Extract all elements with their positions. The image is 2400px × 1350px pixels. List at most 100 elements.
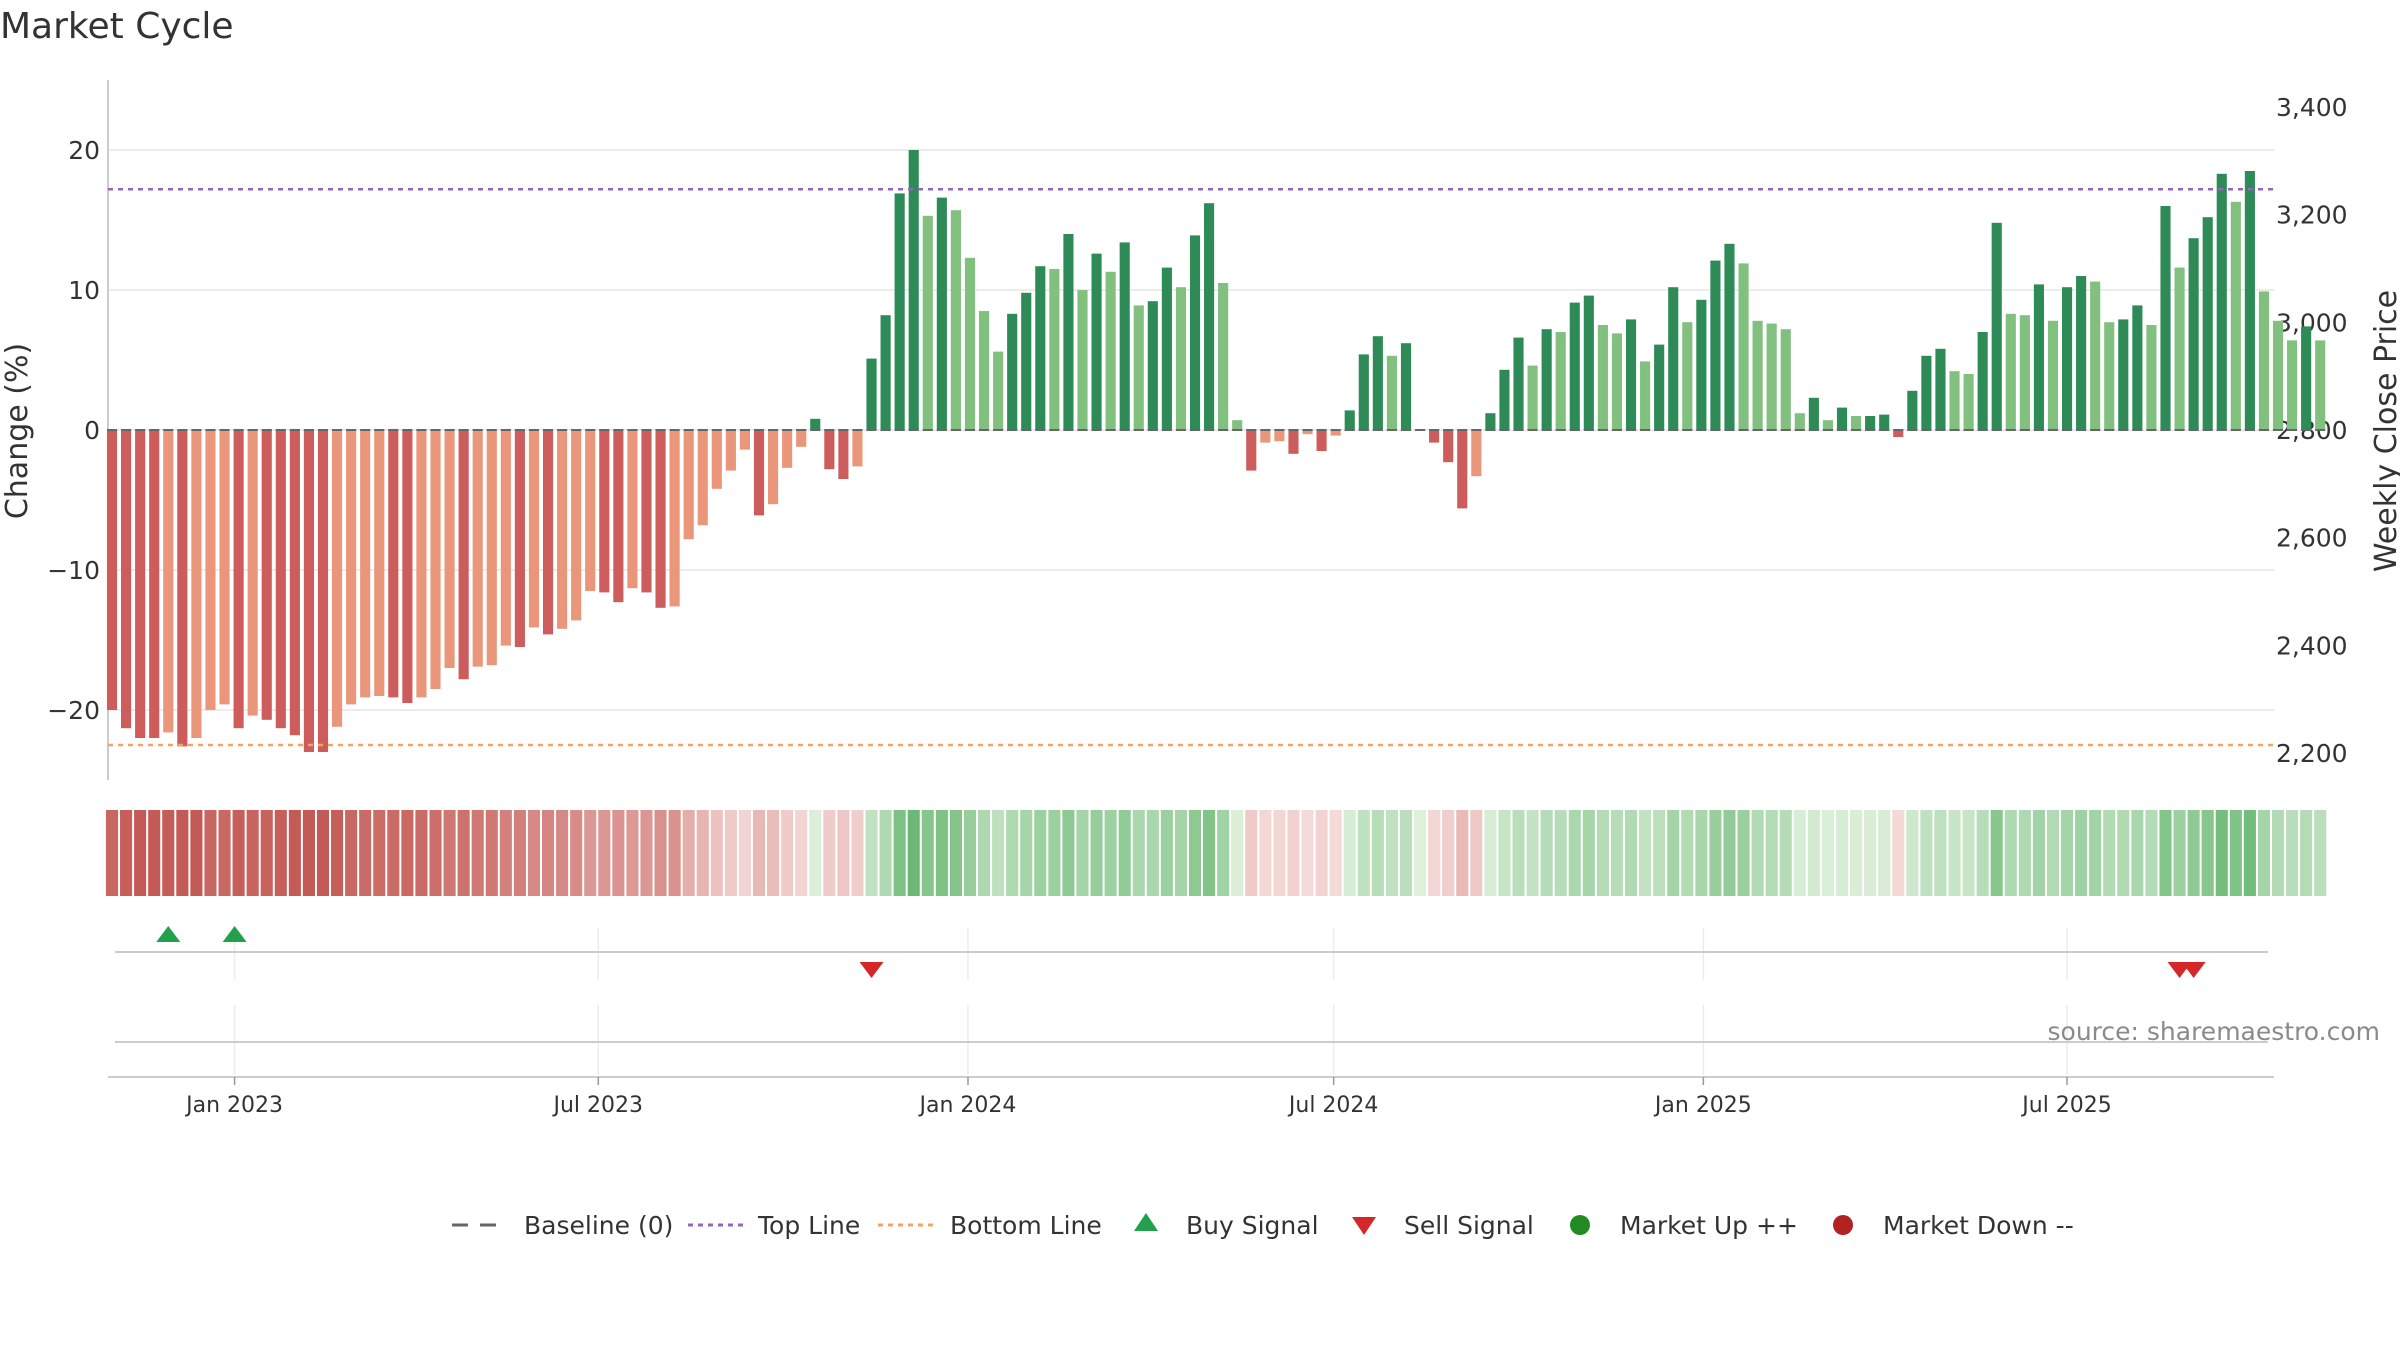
bar [1147,301,1158,430]
bar [261,430,272,720]
heat-cell [1343,810,1356,896]
right-tick-label: 3,000 [2276,308,2348,337]
heat-cell [190,810,203,896]
heat-cell [401,810,414,896]
heat-cell [2046,810,2060,896]
heat-cell [781,810,794,896]
bar [697,430,708,526]
heat-cell [1188,810,1202,896]
bar [1949,371,1960,430]
heat-cell [1878,810,1891,896]
heat-cell [1526,810,1539,896]
bar [1049,269,1060,430]
heat-cell [1976,810,1989,896]
bar [922,215,933,430]
bar [303,430,314,752]
bar [1738,263,1749,430]
heat-cell [1428,810,1441,896]
heat-cell [134,810,147,896]
bar [163,430,174,733]
bar [725,430,736,471]
right-tick-label: 2,600 [2276,524,2348,553]
bar [1724,243,1735,430]
bar [866,358,877,430]
bar [430,430,441,689]
bar [360,430,371,698]
bar [1865,416,1876,430]
legend-item-down: Market Down -- [1833,1211,2074,1240]
heat-cell [302,810,315,896]
bar [1780,329,1791,430]
heat-cell [541,810,555,896]
heat-cell [1217,810,1230,896]
bar [2090,281,2101,430]
heat-cell [1920,810,1933,896]
heat-cell [1850,810,1863,896]
bar [1457,430,1468,509]
heat-cell [1498,810,1511,896]
bar [2230,201,2241,430]
x-tick-label: Jan 2025 [1653,1093,1752,1118]
bar [177,430,188,747]
bar [444,430,455,668]
heat-cell [1456,810,1469,896]
bar [233,430,244,729]
heat-cell [1779,810,1792,896]
buy-signal-marker [156,926,181,942]
heat-cell [105,810,119,896]
heat-cell [556,810,569,896]
heat-cell [429,810,442,896]
heat-cell [1231,810,1244,896]
bar [2272,320,2284,430]
heat-cell [1174,810,1188,896]
bar [1710,260,1721,430]
bar [1513,337,1524,430]
heat-cell [1723,810,1736,896]
heat-cell [2286,810,2299,896]
bar [528,430,540,628]
heat-cell [1329,810,1342,896]
legend-item-bottom: Bottom Line [878,1211,1102,1240]
legend-item-buy: Buy Signal [1134,1211,1319,1240]
heat-cell [1793,810,1806,896]
legend-market-down-icon [1833,1215,1853,1235]
bar [1358,354,1369,430]
heat-cell [1034,810,1047,896]
legend-item-up: Market Up ++ [1570,1211,1798,1240]
bar [1105,271,1116,430]
bar [1794,413,1805,430]
heat-cell [2271,810,2285,896]
heat-cell [1695,810,1708,896]
heat-cell [1835,810,1849,896]
heat-cell [1245,810,1258,896]
bar [416,430,427,698]
bar [1344,410,1355,430]
bar [936,197,947,430]
bar [571,430,582,621]
bar [824,430,835,470]
bar [669,430,680,607]
axes: 20 10 0 −10 −20 3,400 3,200 3,000 2,800 2,600 2,40… [47,80,2348,780]
heat-cell [2201,810,2214,896]
heat-cell [1807,810,1820,896]
bar [542,430,554,635]
bar [275,430,286,729]
heat-cell [2314,810,2327,896]
heat-cell [387,810,400,896]
heat-cell [1442,810,1455,896]
heat-cell [977,810,991,896]
bar [1879,414,1890,430]
x-tick-label: Jul 2024 [1287,1093,1379,1118]
bar [1654,344,1665,430]
bar [1583,295,1594,430]
bar [1808,397,1819,430]
heat-cell [570,810,583,896]
bar [2202,217,2213,430]
heat-cell [1990,810,2003,896]
heat-cell [204,810,217,896]
heat-cell [2018,810,2031,896]
bar [641,430,652,593]
heat-cell [907,810,920,896]
bar [2005,313,2016,430]
heat-cell [1006,810,1019,896]
